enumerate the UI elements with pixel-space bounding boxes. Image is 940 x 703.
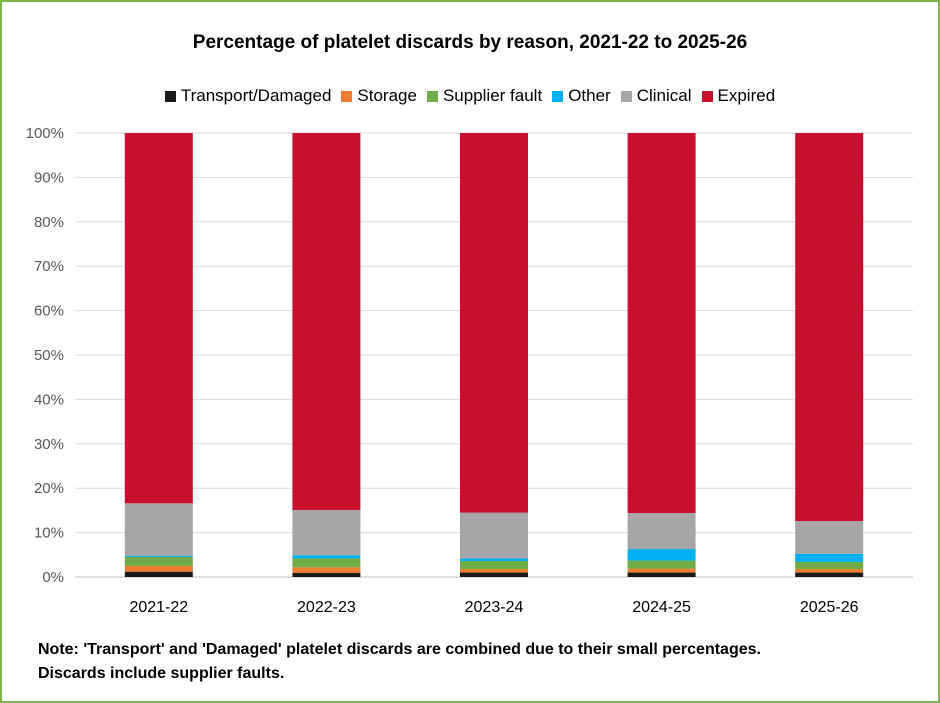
y-tick-label: 50% bbox=[34, 347, 64, 364]
legend-item-clinical: Clinical bbox=[620, 86, 692, 106]
bar-segment bbox=[627, 549, 696, 561]
bar-segment bbox=[124, 565, 193, 572]
legend-item-storage: Storage bbox=[341, 86, 417, 106]
bar-segment bbox=[627, 572, 696, 577]
chart-note: Note: 'Transport' and 'Damaged' platelet… bbox=[38, 638, 918, 686]
bar-segment bbox=[460, 133, 528, 513]
legend-label-supplier-fault: Supplier fault bbox=[442, 86, 543, 105]
bar-segment bbox=[795, 521, 864, 554]
bar-segment bbox=[627, 133, 696, 514]
legend-item-transport-damaged: Transport/Damaged bbox=[164, 86, 332, 106]
y-tick-label: 100% bbox=[26, 125, 64, 142]
legend-swatch-other bbox=[552, 90, 564, 102]
bar-segment bbox=[627, 513, 696, 550]
bar-segment bbox=[460, 561, 528, 570]
legend-swatch-transport-damaged bbox=[164, 90, 176, 102]
note-line-1: Note: 'Transport' and 'Damaged' platelet… bbox=[38, 641, 761, 658]
bar-segment bbox=[292, 509, 361, 556]
bar-segment bbox=[795, 569, 864, 573]
y-tick-label: 70% bbox=[34, 258, 64, 275]
bar-segment bbox=[795, 561, 864, 570]
y-tick-label: 90% bbox=[34, 169, 64, 186]
bar-segment bbox=[460, 569, 528, 573]
bar-segment bbox=[627, 560, 696, 569]
y-tick-label: 60% bbox=[34, 303, 64, 320]
y-tick-label: 40% bbox=[34, 391, 64, 408]
x-tick-label: 2024-25 bbox=[632, 599, 691, 616]
legend-item-supplier-fault: Supplier fault bbox=[426, 86, 543, 106]
bar-segment bbox=[795, 553, 864, 562]
bar-segment bbox=[292, 133, 361, 510]
legend-label-transport-damaged: Transport/Damaged bbox=[180, 86, 332, 105]
bar-segment bbox=[124, 571, 193, 577]
bar-segment bbox=[124, 133, 193, 504]
bar-segment bbox=[292, 558, 361, 568]
bar-segment bbox=[627, 568, 696, 573]
y-tick-label: 80% bbox=[34, 214, 64, 231]
bar-segment bbox=[124, 557, 193, 566]
bar-segment bbox=[292, 567, 361, 574]
bar-segment bbox=[292, 555, 361, 559]
legend-swatch-supplier-fault bbox=[426, 90, 438, 102]
y-tick-label: 0% bbox=[42, 569, 64, 586]
legend-label-storage: Storage bbox=[357, 86, 417, 105]
legend-label-expired: Expired bbox=[717, 86, 776, 105]
y-tick-label: 20% bbox=[34, 480, 64, 497]
legend-item-other: Other bbox=[552, 86, 611, 106]
bar-segment bbox=[124, 555, 193, 558]
legend-swatch-clinical bbox=[620, 90, 632, 102]
bar-segment bbox=[460, 558, 528, 562]
legend-label-clinical: Clinical bbox=[636, 86, 692, 105]
x-tick-label: 2025-26 bbox=[800, 599, 859, 616]
x-tick-label: 2022-23 bbox=[297, 599, 356, 616]
bar-segment bbox=[460, 512, 528, 559]
bar-segment bbox=[292, 573, 361, 577]
y-tick-label: 10% bbox=[34, 525, 64, 542]
chart-title: Percentage of platelet discards by reaso… bbox=[192, 32, 748, 53]
x-tick-label: 2021-22 bbox=[129, 599, 188, 616]
legend-item-expired: Expired bbox=[701, 86, 776, 106]
x-tick-label: 2023-24 bbox=[465, 599, 524, 616]
legend-swatch-expired bbox=[701, 90, 713, 102]
chart-legend: Transport/Damaged Storage Supplier fault… bbox=[2, 86, 938, 106]
chart-plot-area: 0% 10% 20% 30% 40% 50% 60% 70% 80% 90% 100% 2021-22… bbox=[26, 125, 913, 616]
legend-swatch-storage bbox=[341, 90, 353, 102]
bar-segment bbox=[124, 503, 193, 556]
bar-segment bbox=[460, 572, 528, 577]
y-tick-label: 30% bbox=[34, 436, 64, 453]
legend-label-other: Other bbox=[568, 86, 611, 105]
bar-segment bbox=[795, 133, 864, 522]
bar-segment bbox=[795, 572, 864, 577]
note-line-2: Discards include supplier faults. bbox=[38, 665, 285, 682]
